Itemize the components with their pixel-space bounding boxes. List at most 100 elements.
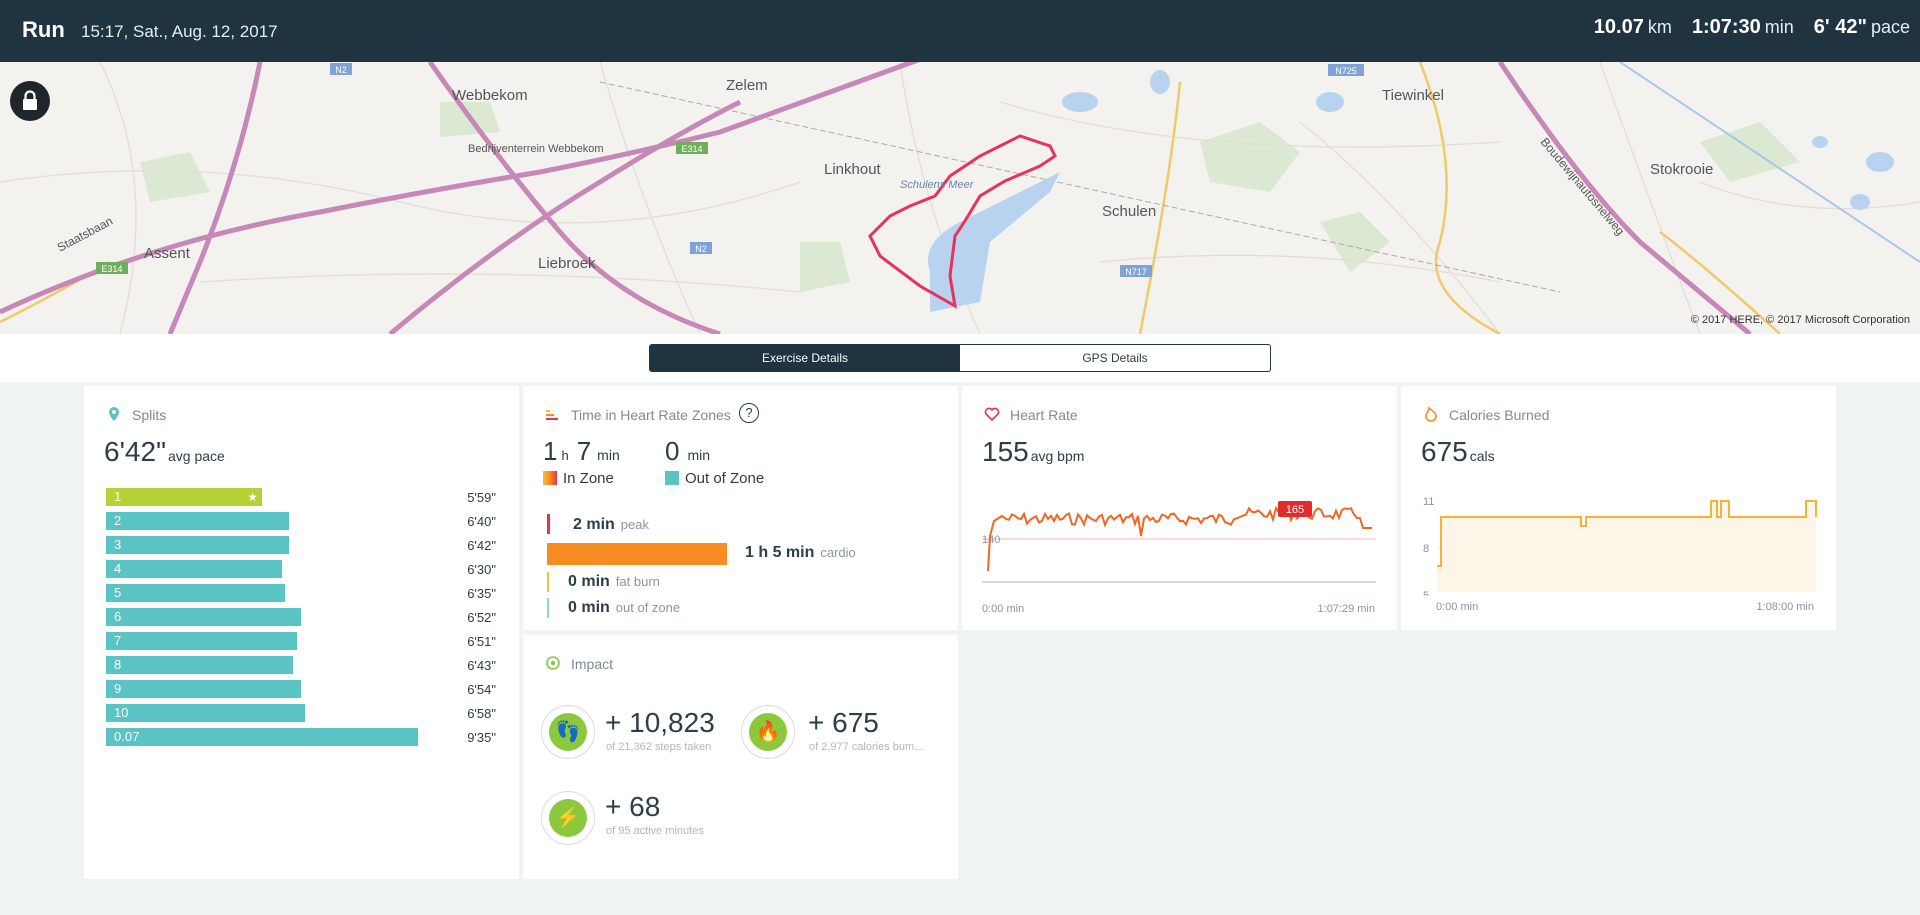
cardio-zone-bar (547, 543, 727, 565)
out-zone-swatch (665, 471, 679, 485)
activity-title: Run (22, 17, 65, 42)
split-row: 3 6'42" (106, 536, 516, 554)
hr-x-end: 1:07:29 min (1317, 603, 1375, 615)
split-label: 8 (114, 657, 122, 672)
calories-card: Calories Burned 675 cals 11 8 5 0:00 min … (1401, 386, 1836, 630)
steps-sub: of 21,362 steps taken (606, 741, 712, 753)
active-value: + 68 (605, 791, 661, 822)
split-time: 6'52" (467, 610, 496, 625)
peak-zone-row: 2 min peak (573, 516, 649, 533)
calories-title: Calories Burned (1449, 407, 1550, 423)
pace-stat: 6' 42" pace (1813, 16, 1910, 38)
split-time: 6'40" (467, 514, 496, 529)
split-label: 5 (114, 585, 122, 600)
svg-text:N2: N2 (695, 244, 707, 254)
splits-avg-pace: 6'42" avg pace (104, 436, 225, 467)
help-icon[interactable]: ? (739, 403, 759, 423)
heart-rate-chart: 140 165 (982, 501, 1376, 583)
calories-area (1437, 501, 1816, 592)
split-label: 7 (114, 633, 122, 648)
split-label: 9 (114, 681, 122, 696)
cal-y-tick-5: 5 (1423, 590, 1429, 596)
split-row: 8 6'43" (106, 656, 516, 674)
split-row: 6 6'52" (106, 608, 516, 626)
split-time: 6'30" (467, 562, 496, 577)
flame-badge-icon: 🔥 (749, 713, 787, 751)
header-stats: 10.07 km 1:07:30 min 6' 42" pace (1594, 16, 1910, 39)
heart-rate-title: Heart Rate (1010, 407, 1078, 423)
hr-max-badge-bg (1278, 501, 1312, 517)
split-label: 10 (114, 705, 129, 720)
split-bar: 10 (106, 704, 305, 722)
split-label: 0.07 (114, 729, 140, 744)
footsteps-icon: 👣 (549, 713, 587, 751)
split-row: 0.07 9'35" (106, 728, 516, 746)
split-time: 6'54" (467, 682, 496, 697)
activity-datetime: 15:17, Sat., Aug. 12, 2017 (81, 22, 278, 41)
svg-text:N725: N725 (1335, 66, 1357, 76)
impact-card: Impact 👣 + 10,823 of 21,362 steps taken … (523, 635, 958, 879)
svg-text:N2: N2 (335, 65, 347, 75)
in-zone-legend: In Zone (543, 470, 614, 487)
hr-zones-title: Time in Heart Rate Zones (571, 407, 731, 423)
hr-140-tick: 140 (982, 534, 1000, 546)
steps-value: + 10,823 (605, 707, 715, 738)
split-time: 6'35" (467, 586, 496, 601)
svg-text:Liebroek: Liebroek (538, 255, 596, 272)
in-zone-duration: 1 h 7 min (543, 436, 620, 466)
in-zone-swatch (543, 471, 557, 485)
calories-badge: 🔥 (741, 705, 795, 759)
split-time: 6'42" (467, 538, 496, 553)
split-time: 6'58" (467, 706, 496, 721)
calories-chart: 11 8 5 (1423, 496, 1817, 596)
split-time: 5'59" (467, 490, 496, 505)
cal-x-end: 1:08:00 min (1756, 601, 1814, 613)
out-zone-duration: 0 min (665, 436, 711, 466)
map-lock-button[interactable] (10, 81, 50, 121)
split-row: 7 6'51" (106, 632, 516, 650)
split-row: 1 ★ 5'59" (106, 488, 516, 506)
tab-exercise-details[interactable]: Exercise Details (650, 345, 960, 371)
hr-max-badge: 165 (1286, 504, 1304, 516)
flame-icon (1425, 406, 1437, 422)
fatburn-zone-mark (547, 572, 549, 592)
svg-text:Schulens Meer: Schulens Meer (900, 179, 975, 191)
heart-rate-line (987, 505, 1372, 572)
split-row: 4 6'30" (106, 560, 516, 578)
cal-x-start: 0:00 min (1436, 601, 1479, 613)
split-time: 9'35" (467, 730, 496, 745)
split-bar: 5 (106, 584, 285, 602)
split-label: 3 (114, 537, 122, 552)
tab-gps-details[interactable]: GPS Details (1082, 351, 1148, 365)
split-label: 2 (114, 513, 122, 528)
split-bar: 0.07 (106, 728, 418, 746)
svg-text:Staatsbaan: Staatsbaan (55, 214, 115, 255)
svg-text:Assent: Assent (144, 245, 191, 262)
split-bar: 6 (106, 608, 301, 626)
svg-text:N717: N717 (1125, 267, 1147, 277)
outzone-zone-row: 0 min out of zone (568, 599, 681, 616)
split-label: 4 (114, 561, 122, 576)
map-canvas: N2 E314 N725 N2 E314 N717 Webbekom Zelem… (0, 62, 1920, 334)
location-pin-icon (109, 407, 119, 421)
calories-line (1437, 500, 1817, 567)
zones-bars-icon (546, 410, 558, 420)
split-row: 9 6'54" (106, 680, 516, 698)
duration-stat: 1:07:30 min (1691, 16, 1794, 38)
cal-y-tick-8: 8 (1423, 543, 1429, 555)
hr-zones-card: Time in Heart Rate Zones ? 1 h 7 min In Zon… (523, 386, 958, 630)
distance-stat: 10.07 km (1593, 16, 1672, 38)
svg-text:Boudewijnautosnelweg: Boudewijnautosnelweg (1538, 135, 1628, 238)
route-map[interactable]: N2 E314 N725 N2 E314 N717 Webbekom Zelem… (0, 62, 1920, 334)
svg-text:Tiewinkel: Tiewinkel (1382, 87, 1444, 104)
fatburn-zone-row: 0 min fat burn (568, 573, 660, 590)
heart-rate-card: Heart Rate 155 avg bpm 140 165 0:00 min 1… (962, 386, 1397, 630)
heart-icon (984, 407, 1000, 422)
lightning-icon: ⚡ (549, 799, 587, 837)
split-row: 5 6'35" (106, 584, 516, 602)
split-label: 6 (114, 609, 122, 624)
map-copyright: © 2017 HERE, © 2017 Microsoft Corporatio… (1690, 314, 1910, 326)
svg-text:Webbekom: Webbekom (452, 87, 528, 104)
split-time: 6'43" (467, 658, 496, 673)
splits-card: Splits 6'42" avg pace 1 ★ 5'59" 2 6'40" 3 6'42"… (84, 386, 519, 879)
